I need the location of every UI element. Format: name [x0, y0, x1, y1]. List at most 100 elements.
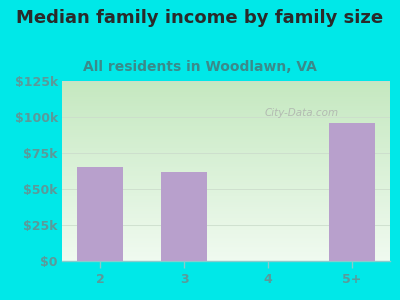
Bar — [62, 214, 390, 216]
Bar — [62, 218, 390, 220]
Bar — [62, 104, 390, 106]
Bar — [62, 193, 390, 194]
Bar — [62, 171, 390, 173]
Bar — [62, 148, 390, 149]
Bar — [62, 95, 390, 97]
Bar — [62, 239, 390, 241]
Bar — [62, 106, 390, 108]
Bar — [62, 139, 390, 140]
Bar — [62, 173, 390, 175]
Bar — [62, 149, 390, 151]
Bar — [62, 121, 390, 122]
Bar — [161, 172, 207, 261]
Bar — [62, 247, 390, 248]
Bar — [62, 85, 390, 86]
Bar — [62, 122, 390, 124]
Bar — [62, 158, 390, 160]
Bar — [62, 81, 390, 83]
Bar — [62, 184, 390, 185]
Bar — [62, 113, 390, 115]
Bar — [62, 130, 390, 131]
Bar — [62, 211, 390, 212]
Bar — [62, 162, 390, 164]
Bar — [62, 223, 390, 225]
Bar — [62, 187, 390, 189]
Text: City-Data.com: City-Data.com — [264, 108, 338, 118]
Bar — [62, 207, 390, 209]
Bar — [62, 142, 390, 144]
Bar — [62, 205, 390, 207]
Bar — [62, 101, 390, 103]
Bar — [62, 229, 390, 230]
Bar — [62, 209, 390, 211]
Text: All residents in Woodlawn, VA: All residents in Woodlawn, VA — [83, 60, 317, 74]
Bar — [62, 196, 390, 198]
Bar — [62, 117, 390, 119]
Bar — [62, 227, 390, 229]
Bar — [62, 124, 390, 126]
Bar — [62, 155, 390, 157]
Bar — [62, 164, 390, 166]
Bar — [62, 202, 390, 203]
Bar — [62, 241, 390, 243]
Bar — [62, 97, 390, 99]
Bar — [62, 236, 390, 238]
Bar — [62, 194, 390, 196]
Bar — [62, 86, 390, 88]
Bar — [62, 140, 390, 142]
Bar — [62, 220, 390, 221]
Bar — [62, 200, 390, 202]
Bar — [62, 131, 390, 133]
Bar — [62, 252, 390, 254]
Bar — [62, 151, 390, 153]
Bar — [62, 94, 390, 95]
Bar — [62, 108, 390, 110]
Text: Median family income by family size: Median family income by family size — [16, 9, 384, 27]
Bar — [62, 182, 390, 184]
Bar — [62, 232, 390, 234]
Bar — [62, 254, 390, 256]
Bar — [62, 167, 390, 169]
Bar — [62, 169, 390, 171]
Bar — [62, 189, 390, 191]
Bar — [62, 234, 390, 236]
Bar — [62, 245, 390, 247]
Bar — [62, 160, 390, 162]
Bar — [62, 119, 390, 121]
Bar — [62, 99, 390, 101]
Bar — [62, 180, 390, 182]
Bar — [62, 203, 390, 205]
Bar — [62, 133, 390, 135]
Bar — [62, 126, 390, 128]
Bar — [62, 83, 390, 85]
Bar — [62, 185, 390, 187]
Bar — [62, 191, 390, 193]
Bar — [62, 250, 390, 252]
Bar — [62, 256, 390, 257]
Bar — [62, 248, 390, 250]
Bar — [62, 257, 390, 259]
Bar — [62, 115, 390, 117]
Bar — [62, 176, 390, 178]
Bar — [62, 198, 390, 200]
Bar — [62, 112, 390, 113]
Bar — [62, 166, 390, 167]
Bar — [62, 221, 390, 223]
Bar — [62, 103, 390, 104]
Bar — [62, 153, 390, 155]
Bar — [62, 88, 390, 90]
Bar — [62, 92, 390, 94]
Bar — [62, 243, 390, 245]
Bar — [62, 137, 390, 139]
Bar — [62, 230, 390, 232]
Bar — [62, 238, 390, 239]
Bar — [62, 225, 390, 227]
Bar — [62, 146, 390, 148]
Bar — [62, 175, 390, 176]
Bar — [62, 212, 390, 214]
Bar — [62, 216, 390, 218]
Bar — [329, 123, 375, 261]
Bar — [62, 144, 390, 146]
Bar — [62, 110, 390, 112]
Bar — [62, 178, 390, 180]
